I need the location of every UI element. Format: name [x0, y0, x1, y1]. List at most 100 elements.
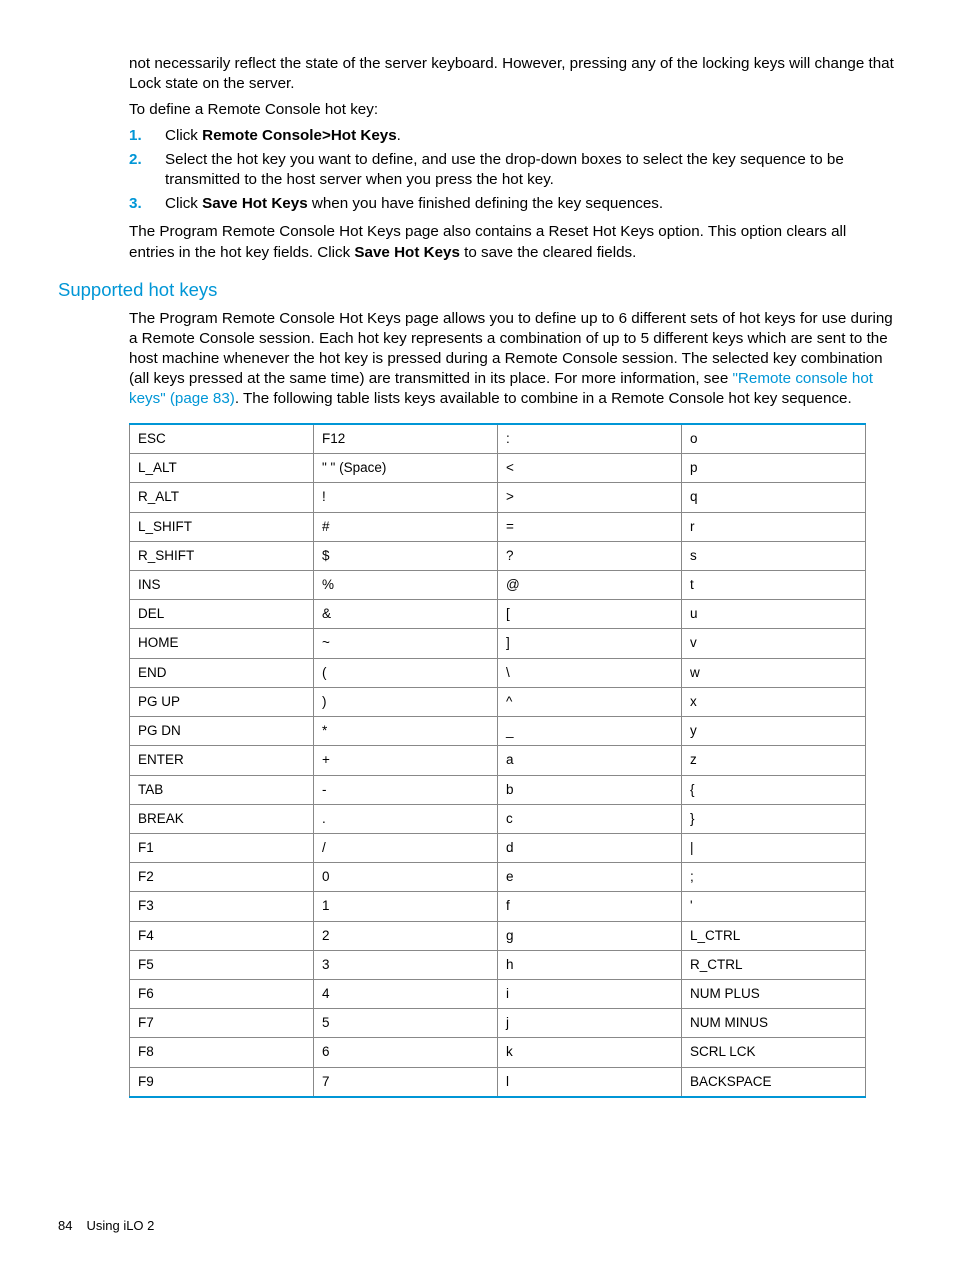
table-cell: =: [498, 512, 682, 541]
table-cell: INS: [130, 570, 314, 599]
table-cell: R_ALT: [130, 483, 314, 512]
table-cell: k: [498, 1038, 682, 1067]
table-cell: PG DN: [130, 717, 314, 746]
table-cell: a: [498, 746, 682, 775]
table-row: BREAK.c}: [130, 804, 866, 833]
table-cell: ENTER: [130, 746, 314, 775]
table-cell: .: [314, 804, 498, 833]
table-cell: y: [682, 717, 866, 746]
table-cell: NUM PLUS: [682, 980, 866, 1009]
table-row: L_ALT" " (Space)<p: [130, 454, 866, 483]
table-cell: 6: [314, 1038, 498, 1067]
step-bold: Remote Console>Hot Keys: [202, 127, 397, 144]
step-number: 2.: [129, 150, 165, 190]
table-cell: 0: [314, 863, 498, 892]
table-cell: [: [498, 600, 682, 629]
table-cell: u: [682, 600, 866, 629]
table-cell: r: [682, 512, 866, 541]
table-cell: e: [498, 863, 682, 892]
table-cell: %: [314, 570, 498, 599]
table-cell: NUM MINUS: [682, 1009, 866, 1038]
step-pre: Click: [165, 195, 202, 212]
table-cell: :: [498, 424, 682, 454]
table-cell: ESC: [130, 424, 314, 454]
table-cell: TAB: [130, 775, 314, 804]
table-cell: <: [498, 454, 682, 483]
table-cell: |: [682, 833, 866, 862]
table-cell: (: [314, 658, 498, 687]
intro-paragraph-1: not necessarily reflect the state of the…: [129, 54, 896, 94]
table-cell: END: [130, 658, 314, 687]
table-cell: z: [682, 746, 866, 775]
table-row: F42gL_CTRL: [130, 921, 866, 950]
table-cell: {: [682, 775, 866, 804]
table-row: PG DN*_y: [130, 717, 866, 746]
table-cell: o: [682, 424, 866, 454]
step-3: 3. Click Save Hot Keys when you have fin…: [129, 194, 896, 214]
table-cell: &: [314, 600, 498, 629]
table-row: INS%@t: [130, 570, 866, 599]
table-cell: F5: [130, 950, 314, 979]
table-cell: }: [682, 804, 866, 833]
table-cell: -: [314, 775, 498, 804]
table-cell: v: [682, 629, 866, 658]
step-pre: Click: [165, 127, 202, 144]
table-row: F64iNUM PLUS: [130, 980, 866, 1009]
step-text: Select the hot key you want to define, a…: [165, 150, 896, 190]
table-row: PG UP)^x: [130, 687, 866, 716]
table-cell: ?: [498, 541, 682, 570]
table-cell: ~: [314, 629, 498, 658]
table-cell: " " (Space): [314, 454, 498, 483]
table-row: F20e;: [130, 863, 866, 892]
table-cell: b: [498, 775, 682, 804]
table-cell: c: [498, 804, 682, 833]
table-cell: *: [314, 717, 498, 746]
table-cell: F8: [130, 1038, 314, 1067]
table-cell: /: [314, 833, 498, 862]
table-cell: F2: [130, 863, 314, 892]
step-post: .: [397, 127, 401, 144]
table-cell: \: [498, 658, 682, 687]
table-cell: f: [498, 892, 682, 921]
table-cell: 1: [314, 892, 498, 921]
table-cell: ;: [682, 863, 866, 892]
table-cell: L_ALT: [130, 454, 314, 483]
hot-keys-table: ESCF12:oL_ALT" " (Space)<pR_ALT!>qL_SHIF…: [129, 423, 866, 1098]
table-row: L_SHIFT#=r: [130, 512, 866, 541]
table-cell: x: [682, 687, 866, 716]
table-cell: F7: [130, 1009, 314, 1038]
table-row: F97lBACKSPACE: [130, 1067, 866, 1097]
table-cell: ': [682, 892, 866, 921]
table-cell: BREAK: [130, 804, 314, 833]
table-cell: !: [314, 483, 498, 512]
table-cell: 2: [314, 921, 498, 950]
table-cell: L_CTRL: [682, 921, 866, 950]
table-cell: h: [498, 950, 682, 979]
chapter-title: Using iLO 2: [86, 1218, 154, 1233]
table-cell: ): [314, 687, 498, 716]
table-cell: ^: [498, 687, 682, 716]
step-bold: Save Hot Keys: [202, 195, 308, 212]
table-row: F1/d|: [130, 833, 866, 862]
table-cell: t: [682, 570, 866, 599]
table-cell: F9: [130, 1067, 314, 1097]
table-cell: w: [682, 658, 866, 687]
table-cell: F3: [130, 892, 314, 921]
table-cell: @: [498, 570, 682, 599]
table-cell: L_SHIFT: [130, 512, 314, 541]
table-cell: R_SHIFT: [130, 541, 314, 570]
step-2: 2. Select the hot key you want to define…: [129, 150, 896, 190]
table-cell: g: [498, 921, 682, 950]
table-cell: BACKSPACE: [682, 1067, 866, 1097]
table-row: F31f': [130, 892, 866, 921]
table-row: ESCF12:o: [130, 424, 866, 454]
table-cell: j: [498, 1009, 682, 1038]
table-cell: HOME: [130, 629, 314, 658]
table-cell: F6: [130, 980, 314, 1009]
steps-list: 1. Click Remote Console>Hot Keys. 2. Sel…: [129, 126, 896, 214]
table-cell: F4: [130, 921, 314, 950]
table-row: R_ALT!>q: [130, 483, 866, 512]
table-cell: >: [498, 483, 682, 512]
table-cell: i: [498, 980, 682, 1009]
table-cell: 3: [314, 950, 498, 979]
